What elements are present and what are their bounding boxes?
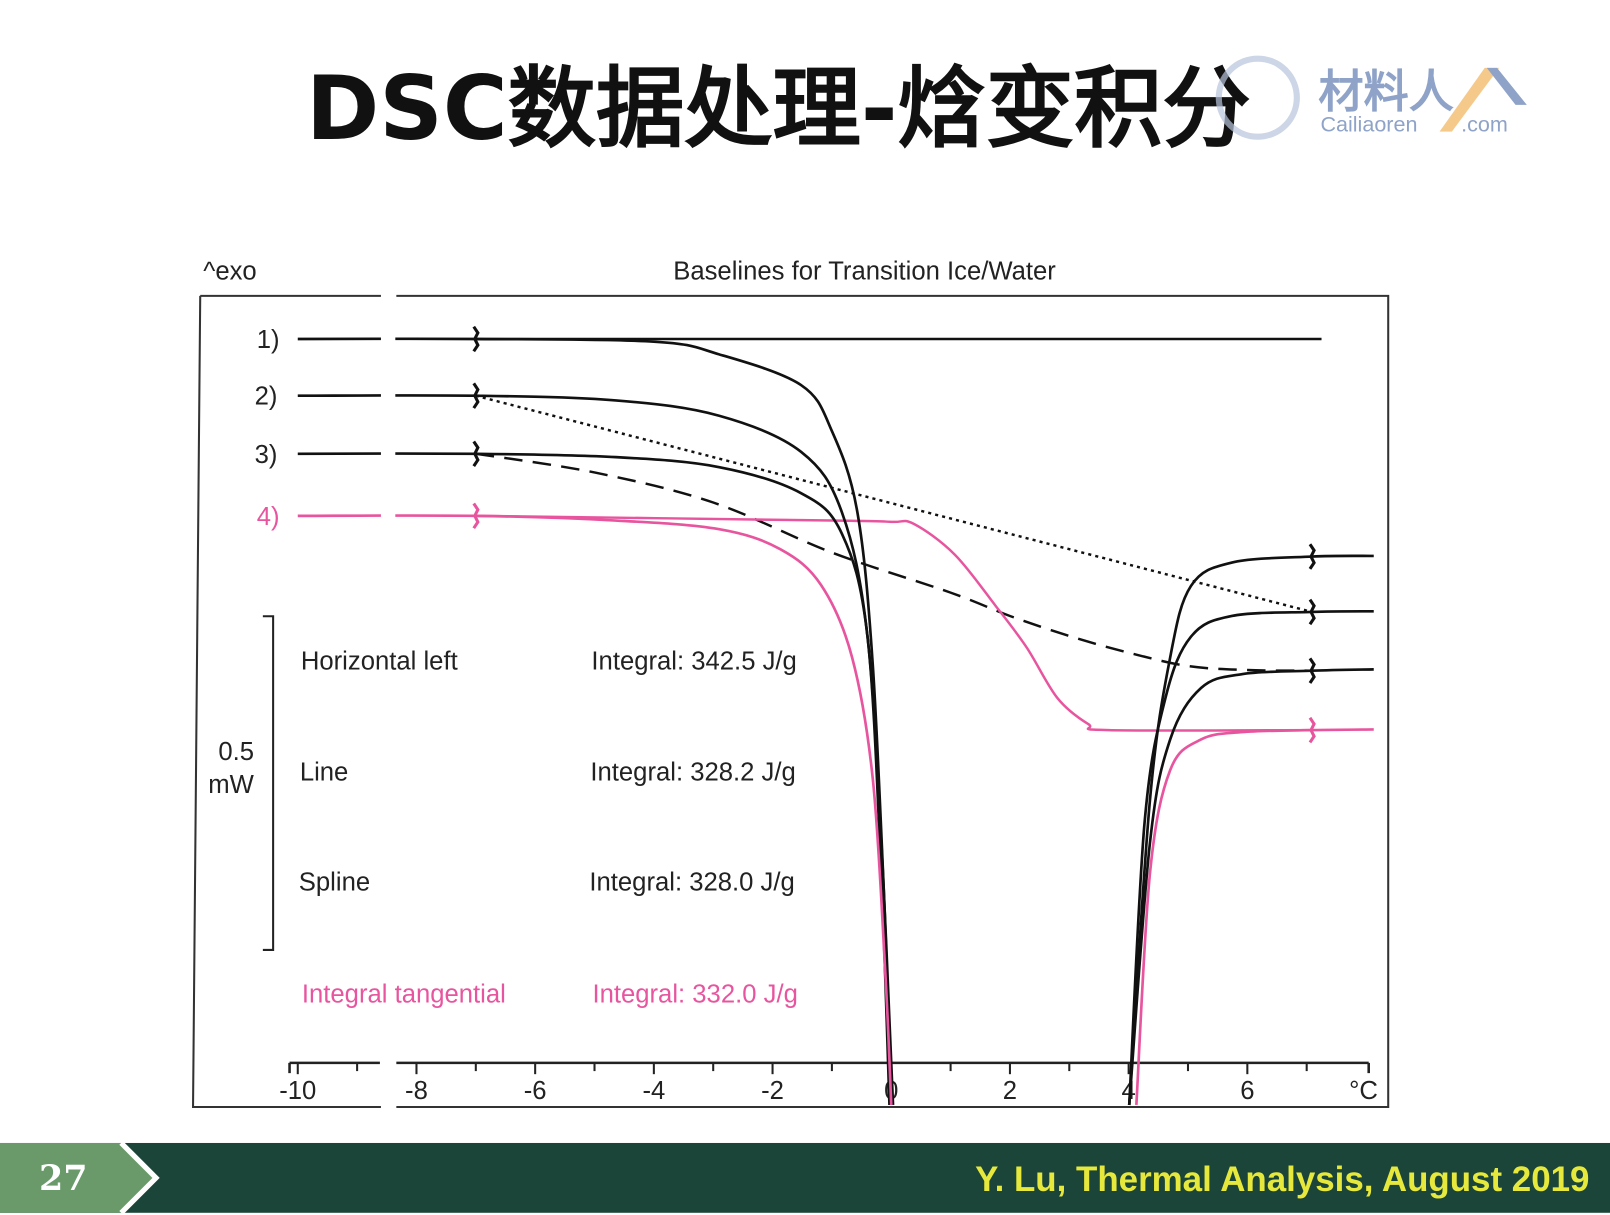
logo-domain-text: .com: [1461, 112, 1508, 137]
footer-band: [0, 1142, 1610, 1213]
scale-bar-value: 0.5: [218, 738, 254, 766]
curve-1-return: [1127, 554, 1374, 1106]
legend-integral-4: Integral: 332.0 J/g: [592, 980, 797, 1008]
legend-integral-2: Integral: 328.2 J/g: [590, 759, 795, 787]
axis-break-gap: [380, 449, 396, 458]
y-axis-label: ^exo: [203, 257, 256, 285]
x-axis: -10 -8 -6 -4 -2 0 2 4 6 °C: [279, 1061, 1378, 1105]
x-tick-label: -2: [761, 1077, 784, 1105]
baseline-4: [475, 514, 1313, 732]
x-tick-label: 6: [1240, 1077, 1254, 1105]
chart-title: Baselines for Transition Ice/Water: [673, 257, 1056, 285]
x-tick-label: 2: [1003, 1077, 1017, 1105]
cailiaoren-logo: 材料人 Cailiaoren .com: [1215, 55, 1527, 140]
baseline-2: [475, 394, 1313, 614]
dsc-chart: ^exo Baselines for Transition Ice/Water …: [191, 257, 1390, 1109]
x-tick-label: -8: [405, 1077, 428, 1105]
page-number: 27: [39, 1158, 88, 1199]
legend-method-4: Integral tangential: [302, 980, 506, 1008]
footer: 27 Y. Lu, Thermal Analysis, August 2019: [0, 1141, 1610, 1215]
integration-limit-marker: [472, 440, 480, 467]
x-axis-line: [288, 1061, 1370, 1074]
integration-limit-marker: [1308, 716, 1316, 744]
legend-method-1: Horizontal left: [301, 648, 458, 676]
legend-method-3: Spline: [299, 868, 370, 896]
axis-break-gap: [380, 391, 396, 400]
curve-3-return: [1127, 668, 1374, 1106]
scale-bar-unit: mW: [208, 771, 254, 799]
logo-slash-icon: [1439, 67, 1500, 132]
curve-2-return: [1127, 609, 1374, 1106]
axis-break-gap: [380, 334, 396, 344]
curve-4-return: [1135, 728, 1374, 1106]
chevron-right-icon: [119, 1141, 160, 1215]
logo-en-text: Cailiaoren: [1320, 112, 1417, 137]
integration-limit-marker: [472, 382, 480, 409]
legend-method-2: Line: [300, 759, 349, 787]
curve-label-4: 4): [257, 503, 280, 531]
logo-cn-text: 材料人: [1318, 65, 1453, 118]
legend-integral-3: Integral: 328.0 J/g: [589, 868, 794, 896]
curve-label-2: 2): [255, 383, 278, 411]
x-tick-label: -10: [279, 1077, 316, 1105]
x-tick-label: -4: [642, 1077, 665, 1105]
integration-limit-marker: [1308, 657, 1316, 684]
legend-integral-1: Integral: 342.5 J/g: [591, 648, 796, 676]
curve-label-3: 3): [255, 441, 278, 469]
baseline-3: [475, 452, 1313, 672]
integration-limit-marker: [1308, 598, 1316, 626]
integration-limit-marker: [472, 325, 480, 353]
axis-break-gap: [380, 511, 396, 520]
legend: Horizontal left Integral: 342.5 J/g Line…: [299, 648, 798, 1009]
curve-3-melting: [297, 452, 891, 1106]
chart-frame: [191, 294, 1390, 1109]
x-axis-unit: °C: [1349, 1077, 1378, 1105]
footer-text: Y. Lu, Thermal Analysis, August 2019: [975, 1160, 1589, 1199]
integration-limit-marker: [1308, 543, 1316, 570]
page-number-box: [0, 1142, 155, 1213]
plot-area: [297, 325, 1374, 1106]
curve-2-melting: [297, 394, 893, 1106]
logo-circle-icon: [1215, 55, 1300, 140]
scale-bar: [262, 615, 275, 951]
slide-title: DSC数据处理-焓变积分: [306, 57, 1251, 160]
x-tick-label: -6: [524, 1077, 547, 1105]
curve-label-1: 1): [257, 326, 280, 354]
curve-4-melting: [297, 514, 893, 1106]
logo-roof-icon: [1486, 67, 1527, 105]
integration-limit-marker: [472, 502, 480, 530]
